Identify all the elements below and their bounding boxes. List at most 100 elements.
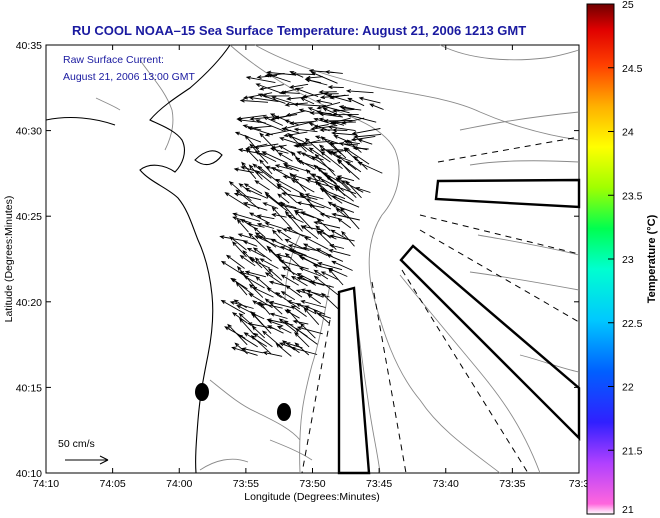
current-vector-arrow	[309, 110, 332, 116]
map-title: RU COOL NOAA–15 Sea Surface Temperature:…	[72, 23, 526, 38]
current-vector-arrow	[295, 303, 317, 315]
current-vector-arrow	[249, 259, 271, 269]
current-vector-arrow	[242, 124, 262, 131]
current-vector-arrow	[244, 188, 268, 199]
current-vector-arrow	[276, 229, 292, 240]
current-vector-arrow	[345, 89, 374, 94]
current-vector-arrow	[269, 312, 288, 319]
current-vector-arrow	[241, 161, 257, 180]
current-vector-arrow	[310, 173, 336, 187]
current-vector-arrow	[281, 90, 300, 95]
current-vector-arrow	[264, 222, 284, 229]
current-vector-arrow	[277, 152, 293, 162]
annotation-line1: Raw Surface Current:	[63, 54, 164, 66]
current-vector-arrow	[316, 229, 337, 250]
current-vector-arrow	[246, 247, 265, 258]
current-vector-arrow	[331, 212, 360, 221]
current-vector-arrow	[268, 300, 294, 309]
current-vector-arrow	[235, 189, 260, 210]
current-vector-arrow	[267, 325, 284, 334]
current-vector-arrow	[315, 225, 331, 239]
x-tick-label: 74:05	[99, 478, 125, 490]
current-vector-arrow	[331, 131, 357, 136]
current-vector-arrow	[264, 129, 292, 137]
current-vector-arrow	[340, 180, 364, 193]
current-vector-arrow	[231, 312, 248, 324]
current-vector-arrow	[286, 308, 301, 325]
current-vector-arrow	[257, 165, 280, 183]
current-vector-arrow	[242, 240, 258, 247]
current-vector-arrow	[282, 162, 311, 173]
current-vector-arrow	[261, 151, 288, 164]
current-vector-arrow	[307, 293, 322, 305]
current-vector-arrow	[264, 272, 285, 286]
current-vector-arrow	[302, 243, 328, 256]
current-vector-arrow	[331, 203, 355, 213]
current-vector-arrow	[319, 147, 344, 152]
current-vector-arrow	[305, 179, 334, 188]
y-tick-label: 40:25	[16, 211, 42, 223]
current-vector-arrow	[245, 147, 259, 162]
current-vector-arrow	[262, 351, 283, 357]
current-vector-arrow	[282, 228, 312, 239]
current-vector-arrow	[224, 192, 251, 209]
current-vector-arrow	[293, 102, 324, 107]
current-vector-arrow	[270, 147, 289, 154]
current-vector-arrow	[329, 234, 355, 242]
current-vector-arrow	[246, 222, 265, 228]
current-vector-arrow	[262, 330, 283, 349]
current-vector-arrow	[285, 285, 303, 298]
current-vector-arrow	[267, 268, 283, 281]
current-vector-arrow	[316, 101, 341, 110]
current-vector-arrow	[225, 254, 245, 269]
current-vector-arrow	[338, 105, 355, 110]
current-vector-arrow	[310, 125, 338, 131]
current-vector-arrow	[300, 299, 326, 308]
current-vector-arrow	[250, 335, 272, 355]
current-vector-arrow	[301, 140, 330, 146]
colorbar-label: Temperature (°C)	[646, 214, 658, 303]
current-vector-arrow	[262, 116, 283, 126]
current-vector-arrow	[241, 347, 264, 354]
current-vector-arrow	[353, 133, 381, 139]
current-vector-arrow	[299, 322, 316, 339]
current-vector-arrow	[272, 229, 283, 241]
current-vector-arrow	[252, 163, 272, 179]
current-vector-arrow	[329, 117, 351, 125]
current-vector-arrow	[303, 307, 320, 325]
current-vector-arrow	[243, 183, 263, 195]
x-tick-label: 73:3	[569, 478, 590, 490]
current-vector-arrow	[252, 300, 266, 310]
current-vector-arrow	[369, 103, 384, 110]
current-vector-arrow	[248, 232, 268, 251]
current-vector-arrow	[275, 343, 292, 357]
current-vector-arrow	[259, 258, 279, 269]
x-tick-label: 73:45	[366, 478, 392, 490]
current-vector-arrow	[255, 83, 283, 94]
colorbar-tick-label: 25	[622, 0, 634, 11]
current-vector-arrow	[303, 236, 329, 250]
x-axis: 74:10 74:05 74:00 73:55 73:50 73:45 73:40 73:35…	[33, 45, 590, 490]
exclusion-polygons	[337, 178, 581, 475]
current-vector-arrow	[254, 235, 283, 249]
current-vector-arrow	[253, 332, 273, 348]
current-vector-arrow	[296, 326, 323, 335]
current-vector-arrow	[308, 203, 330, 219]
current-vector-arrow	[231, 346, 258, 356]
current-vector-arrow	[255, 170, 280, 190]
current-vector-arrow	[271, 206, 293, 230]
current-vector-arrow	[231, 278, 254, 296]
current-vector-arrow	[264, 298, 283, 315]
current-vector-arrow	[329, 141, 347, 159]
colorbar-tick-label: 22	[622, 382, 634, 394]
current-vector-arrow	[271, 96, 298, 106]
current-vector-arrow	[220, 260, 245, 277]
current-vector-arrow	[343, 139, 360, 145]
current-vector-arrow	[248, 212, 269, 223]
current-vector-arrow	[239, 317, 255, 336]
current-vector-arrow	[248, 283, 264, 298]
current-vector-arrow	[236, 218, 249, 233]
current-vector-arrow	[229, 236, 247, 251]
x-tick-label: 73:50	[299, 478, 325, 490]
current-vector-arrow	[294, 210, 313, 230]
